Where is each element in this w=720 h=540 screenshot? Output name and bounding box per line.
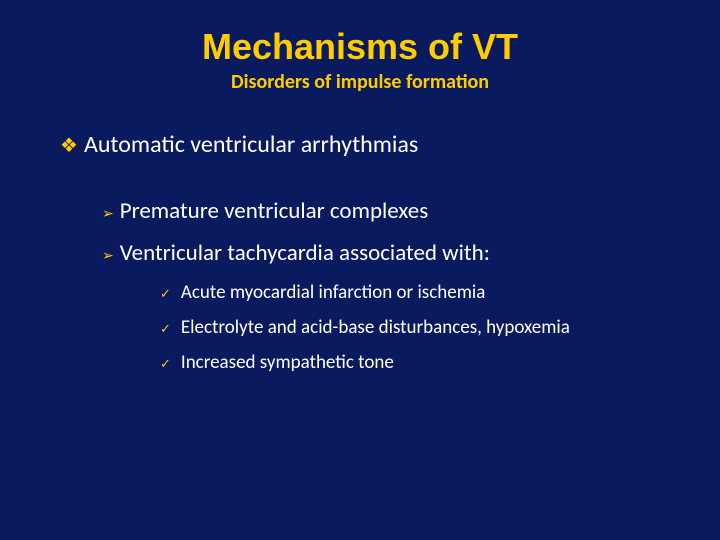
bullet-level3: ✓ Acute myocardial infarction or ischemi… [160, 281, 680, 304]
slide-subtitle: Disorders of impulse formation [40, 70, 680, 94]
bullet-level3: ✓ Increased sympathetic tone [160, 351, 680, 374]
diamond-bullet-icon: ❖ [60, 133, 78, 158]
check-bullet-icon: ✓ [160, 322, 171, 337]
bullet-level1: ❖ Automatic ventricular arrhythmias [60, 130, 680, 159]
slide-container: Mechanisms of VT Disorders of impulse fo… [0, 0, 720, 540]
level3-text: Acute myocardial infarction or ischemia [181, 281, 485, 304]
bullet-level2: ➢ Premature ventricular complexes [102, 197, 680, 225]
slide-title: Mechanisms of VT [40, 26, 680, 68]
check-bullet-icon: ✓ [160, 357, 171, 372]
level2-text: Ventricular tachycardia associated with: [120, 239, 490, 267]
level3-text: Electrolyte and acid-base disturbances, … [181, 316, 570, 339]
check-bullet-icon: ✓ [160, 287, 171, 302]
arrow-bullet-icon: ➢ [102, 247, 114, 264]
level3-group: ✓ Acute myocardial infarction or ischemi… [160, 281, 680, 374]
bullet-level2: ➢ Ventricular tachycardia associated wit… [102, 239, 680, 267]
arrow-bullet-icon: ➢ [102, 205, 114, 222]
level2-group: ➢ Premature ventricular complexes ➢ Vent… [102, 197, 680, 374]
bullet-level3: ✓ Electrolyte and acid-base disturbances… [160, 316, 680, 339]
level1-text: Automatic ventricular arrhythmias [84, 130, 418, 159]
level3-text: Increased sympathetic tone [181, 351, 394, 374]
slide-content: ❖ Automatic ventricular arrhythmias ➢ Pr… [60, 130, 680, 374]
level2-text: Premature ventricular complexes [120, 197, 428, 225]
